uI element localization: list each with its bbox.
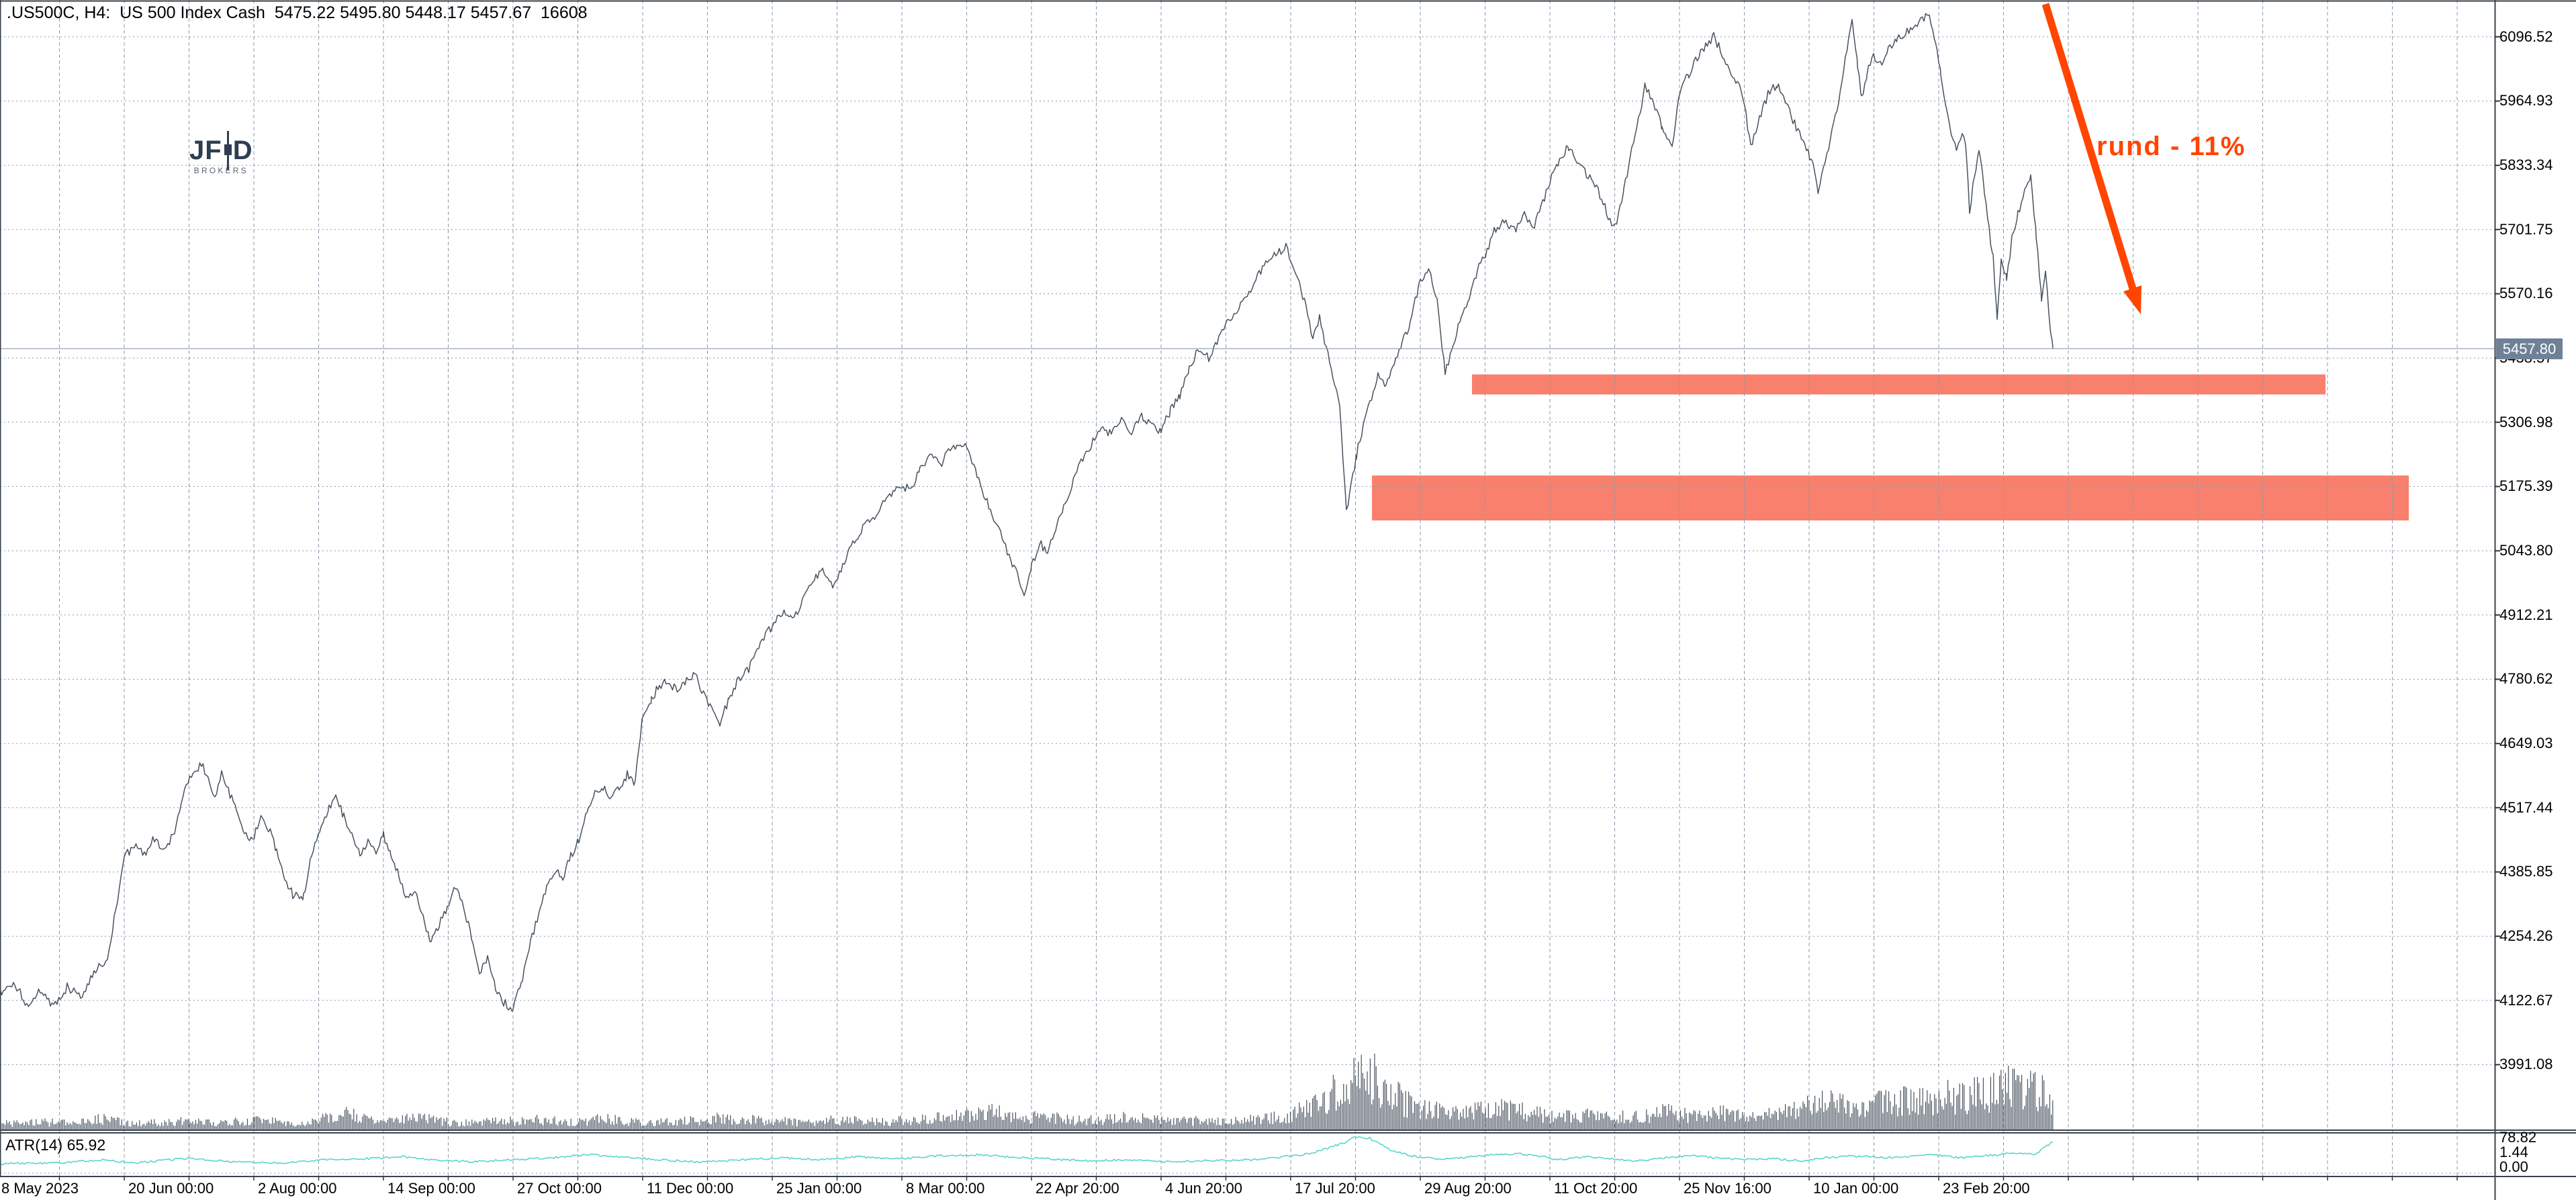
atr-axis-label: 0.00 xyxy=(2499,1158,2528,1175)
price-axis-label: 5964.93 xyxy=(2499,92,2553,109)
time-axis-label: 22 Apr 20:00 xyxy=(1036,1180,1119,1197)
time-axis-label: 2 Aug 00:00 xyxy=(258,1180,337,1197)
time-axis-label: 8 Mar 00:00 xyxy=(906,1180,985,1197)
price-series xyxy=(0,13,2054,1012)
price-axis-label: 4649.03 xyxy=(2499,735,2553,751)
price-axis-label: 4912.21 xyxy=(2499,606,2553,623)
price-axis-label: 5833.34 xyxy=(2499,156,2553,173)
time-axis-label: 8 May 2023 xyxy=(1,1180,79,1197)
candlestick-icon xyxy=(224,131,232,170)
time-axis-label: 29 Aug 20:00 xyxy=(1424,1180,1512,1197)
price-axis-label: 4517.44 xyxy=(2499,799,2553,816)
time-axis-label: 27 Oct 00:00 xyxy=(517,1180,602,1197)
price-axis-label: 5701.75 xyxy=(2499,221,2553,238)
symbol-ohlc-title: .US500C, H4: US 500 Index Cash 5475.22 5… xyxy=(7,3,588,22)
price-axis-label: 4385.85 xyxy=(2499,863,2553,880)
price-axis-label: 4122.67 xyxy=(2499,992,2553,1009)
price-axis-label: 3991.08 xyxy=(2499,1056,2553,1072)
logo-text-left: JF xyxy=(189,136,222,165)
atr-line xyxy=(0,1136,2054,1166)
price-axis-label: 5570.16 xyxy=(2499,285,2553,302)
atr-axis-label: 78.82 xyxy=(2499,1129,2537,1146)
time-axis-label: 11 Dec 00:00 xyxy=(647,1180,734,1197)
time-axis-label: 4 Jun 20:00 xyxy=(1165,1180,1242,1197)
logo-text-right: D xyxy=(232,136,253,165)
vertical-gridlines xyxy=(59,0,2458,1176)
time-axis-label: 23 Feb 20:00 xyxy=(1943,1180,2030,1197)
current-price-badge: 5457.80 xyxy=(2496,338,2563,359)
price-axis-label: 5306.98 xyxy=(2499,414,2553,430)
jfd-brokers-logo: JF D BROKERS xyxy=(189,131,253,175)
time-axis-ticks xyxy=(58,1176,2458,1181)
price-axis-label: 5043.80 xyxy=(2499,542,2553,559)
volume-bars xyxy=(0,1054,2054,1130)
resistance-zone-lower[interactable] xyxy=(1372,475,2409,520)
price-axis-label: 4254.26 xyxy=(2499,927,2553,944)
atr-indicator-label: ATR(14) 65.92 xyxy=(5,1136,106,1154)
time-axis-label: 17 Jul 20:00 xyxy=(1295,1180,1375,1197)
time-axis-label: 25 Jan 00:00 xyxy=(776,1180,862,1197)
time-axis-label: 20 Jun 00:00 xyxy=(128,1180,214,1197)
time-axis-label: 11 Oct 20:00 xyxy=(1554,1180,1638,1197)
time-axis-label: 14 Sep 00:00 xyxy=(387,1180,475,1197)
time-axis-label: 10 Jan 00:00 xyxy=(1813,1180,1899,1197)
price-axis-label: 6096.52 xyxy=(2499,28,2553,45)
horizontal-gridlines xyxy=(0,36,2495,1174)
drawdown-annotation-label[interactable]: rund - 11% xyxy=(2097,132,2246,161)
price-axis-label: 5175.39 xyxy=(2499,477,2553,494)
time-axis-label: 25 Nov 16:00 xyxy=(1684,1180,1772,1197)
logo-subtext: BROKERS xyxy=(193,166,248,175)
resistance-zone-upper[interactable] xyxy=(1472,374,2326,395)
price-axis-label: 4780.62 xyxy=(2499,670,2553,687)
atr-axis-label: 1.44 xyxy=(2499,1144,2528,1160)
trend-arrow[interactable] xyxy=(2041,3,2142,314)
